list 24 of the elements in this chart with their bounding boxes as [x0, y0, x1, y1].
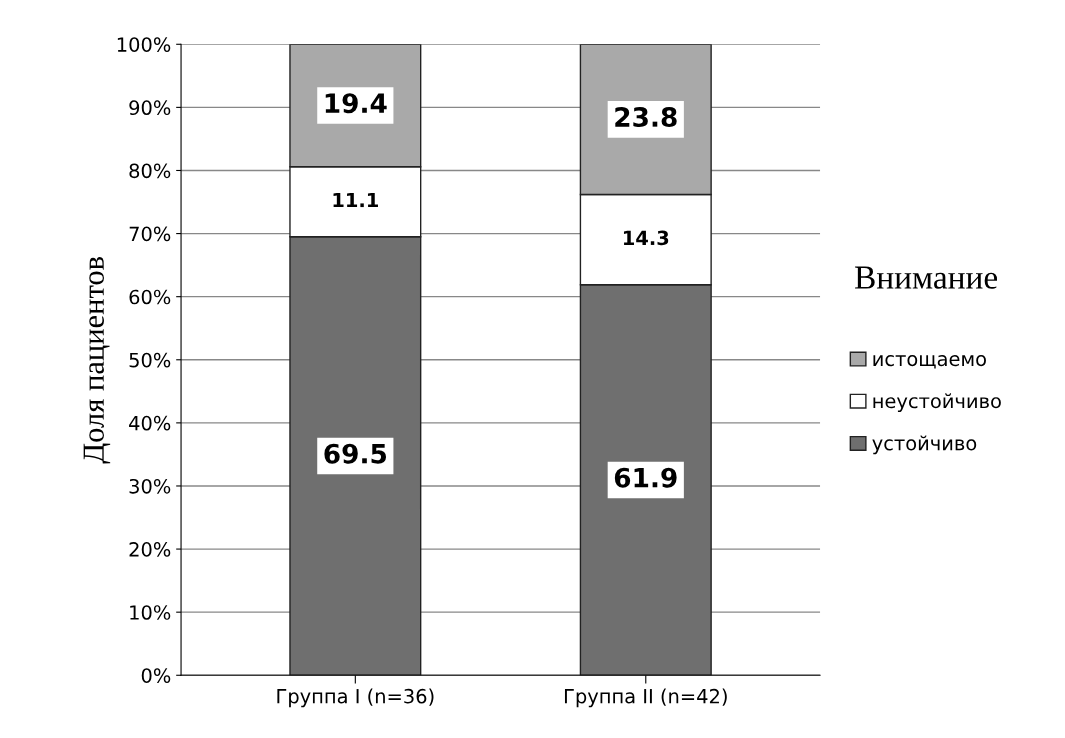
- y-tick-label: 80%: [129, 163, 171, 179]
- x-tick-label: Группа II (n=42): [564, 688, 727, 708]
- legend-label: истощаемо: [873, 354, 986, 369]
- y-tick-label: 70%: [129, 226, 171, 242]
- y-tick-label: 50%: [129, 352, 171, 368]
- legend-label: устойчиво: [872, 435, 977, 455]
- y-tick-label: 10%: [130, 605, 171, 620]
- y-tick-label: 90%: [129, 100, 171, 116]
- legend-label: неустойчиво: [873, 393, 1001, 413]
- y-tick-label: 30%: [129, 478, 171, 494]
- data-label: 11.1: [333, 192, 378, 208]
- x-tick-label: Группа I (n=36): [277, 688, 434, 708]
- data-label: 61.9: [614, 467, 677, 488]
- y-axis-title: Доля пациентов: [83, 256, 111, 464]
- legend-title: Внимание: [855, 266, 998, 289]
- y-tick-label: 60%: [129, 289, 171, 305]
- y-tick-label: 40%: [129, 415, 171, 431]
- data-label: 23.8: [615, 107, 677, 128]
- y-tick-label: 0%: [141, 668, 171, 683]
- y-tick-label: 100%: [117, 37, 171, 52]
- data-label: 14.3: [623, 230, 669, 246]
- y-tick-label: 20%: [129, 542, 171, 557]
- data-label: 19.4: [325, 93, 387, 114]
- data-label: 69.5: [324, 443, 387, 464]
